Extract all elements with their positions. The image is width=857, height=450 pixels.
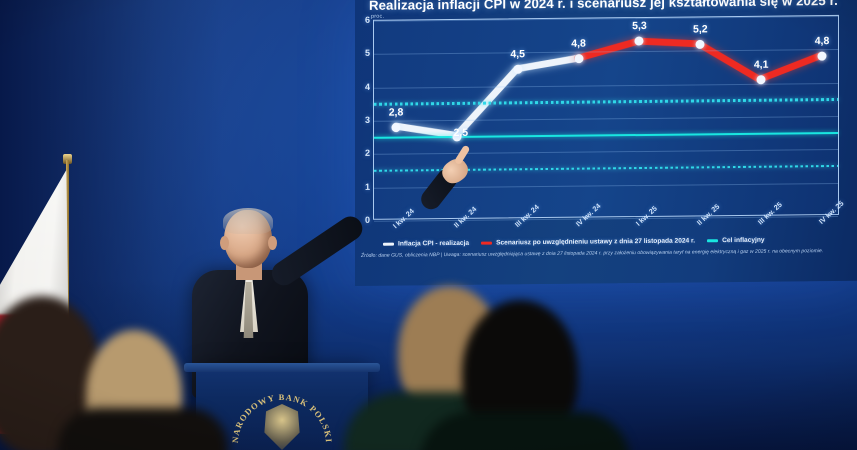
chart-legend: Inflacja CPI - realizacja Scenariusz po … — [383, 236, 853, 248]
podium: NARODOWY BANK POLSKI — [184, 363, 380, 450]
y-axis-tick-2: 2 — [364, 148, 370, 159]
audience-shoulder-1 — [58, 408, 228, 450]
speaker-ear-right — [268, 236, 277, 250]
data-point — [513, 64, 523, 74]
speaker-tie — [243, 282, 254, 338]
data-point-label: 2,8 — [388, 106, 404, 119]
speaker-raised-arm — [267, 144, 473, 290]
data-point-label: 4,5 — [510, 48, 526, 61]
data-point-label: 5,2 — [692, 22, 708, 36]
data-point — [391, 122, 401, 132]
slide-title: Realizacja inflacji CPI w 2024 r. i scen… — [369, 0, 838, 13]
legend-label-actual: Inflacja CPI - realizacja — [398, 239, 470, 248]
data-point-label: 2,5 — [453, 126, 469, 139]
legend-label-target: Cel inflacyjny — [722, 236, 765, 245]
legend-item-target: Cel inflacyjny — [707, 237, 765, 245]
series-line-actual — [392, 54, 582, 139]
data-point — [695, 39, 705, 49]
data-point-label: 5,3 — [632, 20, 647, 33]
y-axis-tick-1: 1 — [364, 181, 370, 192]
y-axis-tick-3: 3 — [364, 114, 370, 125]
data-point — [817, 51, 827, 61]
slide-source-note: Źródło: dane GUS, obliczenia NBP | Uwaga… — [361, 248, 824, 259]
data-point — [574, 54, 584, 64]
data-point-label: 4,8 — [814, 35, 830, 48]
legend-item-scenario: Scenariusz po uwzględnieniu ustawy z dni… — [481, 237, 696, 247]
audience-shoulder-3 — [420, 412, 630, 450]
data-point-label: 4,1 — [753, 58, 769, 72]
legend-swatch-target — [707, 239, 719, 243]
flag-finial — [63, 154, 72, 164]
legend-item-actual: Inflacja CPI - realizacja — [383, 240, 469, 248]
nbp-emblem: NARODOWY BANK POLSKI — [230, 386, 334, 450]
chart-plot-area: 0 1 2 3 4 5 6 2,8 2,5 4,5 4,8 5,3 5,2 4,1 4,8 — [365, 15, 839, 225]
y-axis-tick-6: 6 — [364, 14, 370, 25]
y-axis-tick-4: 4 — [364, 81, 370, 92]
data-point-label: 4,8 — [571, 37, 586, 50]
legend-label-scenario: Scenariusz po uwzględnieniu ustawy z dni… — [496, 237, 696, 247]
speaker-hair — [223, 208, 273, 234]
y-axis-tick-5: 5 — [364, 48, 370, 59]
data-point — [756, 75, 766, 85]
data-point — [634, 36, 644, 46]
podium-top-edge — [184, 363, 380, 372]
projected-slide: Realizacja inflacji CPI w 2024 r. i scen… — [355, 0, 857, 286]
legend-swatch-scenario — [481, 241, 493, 245]
speaker-ear-left — [220, 236, 229, 250]
